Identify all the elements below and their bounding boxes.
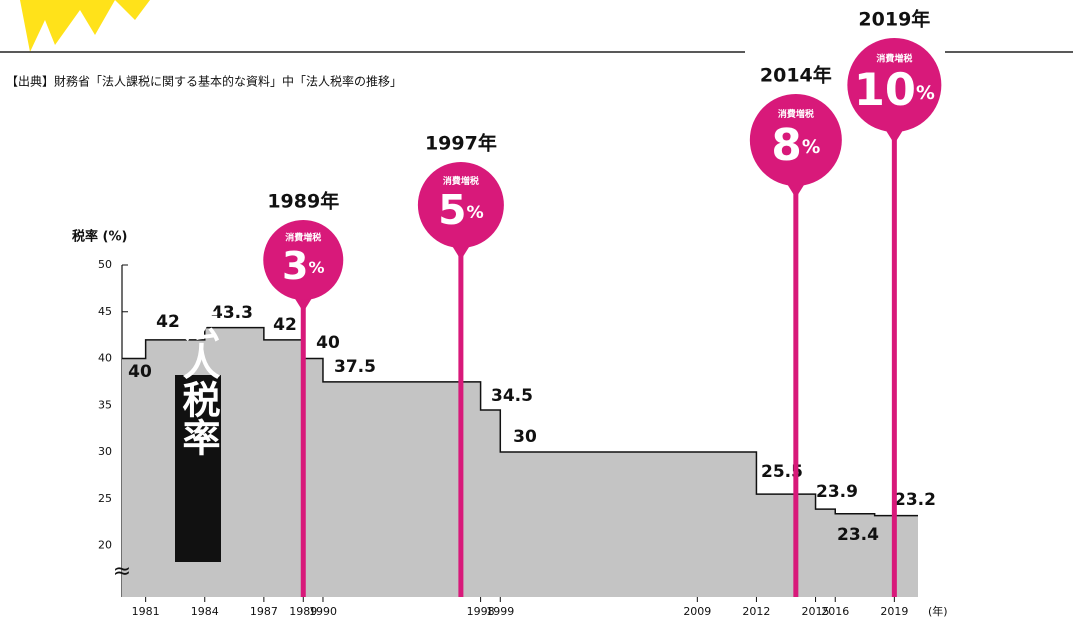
x-axis-title: (年) [928, 604, 948, 618]
x-tick-label: 1981 [132, 605, 160, 618]
x-tick-label: 1990 [309, 605, 337, 618]
y-tick-label: 30 [98, 445, 112, 458]
value-label: 23.9 [816, 482, 858, 502]
x-tick-label: 1987 [250, 605, 278, 618]
value-label: 42 [273, 315, 297, 335]
event-year: 1997年 [425, 132, 497, 155]
x-tick-label: 2019 [880, 605, 908, 618]
value-label: 23.4 [837, 525, 879, 545]
value-label: 40 [128, 362, 152, 382]
x-tick-label: 1999 [486, 605, 514, 618]
x-tick-label: 2009 [683, 605, 711, 618]
side-label: 法人税率 [176, 304, 220, 456]
y-axis-title: 税率 (%) [72, 229, 127, 245]
axis-break: ≈ [113, 559, 131, 584]
chart: 【出典】財務省「法人課税に関する基本的な資料」中「法人税率の推移」 税率 (%)… [0, 0, 1073, 623]
y-tick-label: 45 [98, 305, 112, 318]
event-year: 2014年 [760, 64, 832, 87]
value-label: 23.2 [894, 490, 936, 510]
value-label: 37.5 [334, 357, 376, 377]
y-tick-label: 25 [98, 492, 112, 505]
x-tick-label: 1984 [191, 605, 219, 618]
value-label: 34.5 [491, 386, 533, 406]
value-label: 30 [513, 427, 537, 447]
event-year: 1989年 [267, 190, 339, 213]
source: 【出典】財務省「法人課税に関する基本的な資料」中「法人税率の推移」 [6, 74, 402, 89]
y-tick-label: 35 [98, 398, 112, 411]
event-name: 消費増税 [778, 108, 814, 120]
event-name: 消費増税 [876, 53, 912, 65]
y-tick-label: 20 [98, 539, 112, 552]
event-name: 消費増税 [285, 232, 321, 244]
event-year: 2019年 [858, 8, 930, 31]
starburst [20, 0, 150, 52]
x-tick-label: 2016 [821, 605, 849, 618]
y-tick-label: 50 [98, 258, 112, 271]
value-label: 40 [316, 333, 340, 353]
y-tick-label: 40 [98, 352, 112, 365]
x-tick-label: 2012 [742, 605, 770, 618]
